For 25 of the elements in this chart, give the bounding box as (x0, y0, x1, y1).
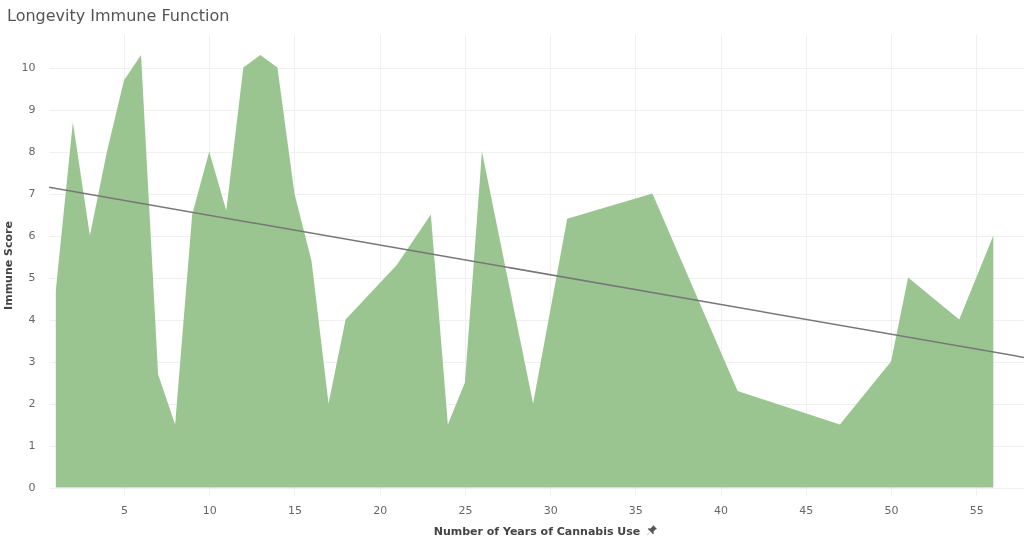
x-axis-title: Number of Years of Cannabis Use (433, 524, 641, 538)
x-tick-label: 45 (799, 503, 814, 517)
y-tick-label: 7 (28, 187, 36, 201)
x-tick-label: 35 (628, 503, 643, 517)
y-tick-label: 8 (28, 145, 36, 159)
y-tick-label: 1 (28, 439, 36, 453)
y-tick-label: 4 (28, 313, 36, 327)
y-tick-label: 5 (28, 271, 36, 285)
x-tick-label: 20 (373, 503, 388, 517)
chart-title: Longevity Immune Function (7, 6, 230, 25)
x-tick-label: 30 (543, 503, 558, 517)
x-tick-label: 55 (969, 503, 984, 517)
y-axis-title: Immune Score (1, 221, 15, 310)
x-tick-label: 50 (884, 503, 899, 517)
y-tick-label: 0 (28, 481, 36, 495)
x-tick-label: 40 (714, 503, 729, 517)
y-tick-label: 9 (28, 103, 36, 117)
y-tick-label: 10 (21, 61, 36, 75)
x-tick-label: 15 (287, 503, 302, 517)
x-tick-label: 25 (458, 503, 473, 517)
y-tick-label: 3 (28, 355, 36, 369)
x-tick-label: 5 (121, 503, 128, 517)
x-tick-label: 10 (202, 503, 217, 517)
y-tick-label: 6 (28, 229, 36, 243)
y-tick-label: 2 (28, 397, 36, 411)
